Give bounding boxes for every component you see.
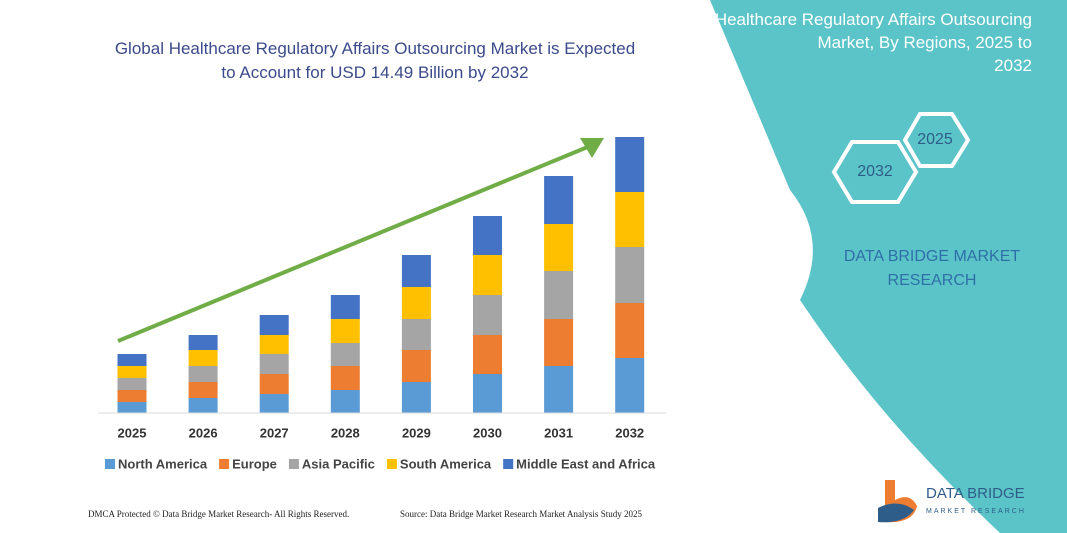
bar-segment	[117, 378, 147, 390]
logo-mark	[878, 503, 914, 523]
hex-label: 2025	[917, 131, 953, 148]
bar-segment	[473, 374, 502, 413]
bar-segment	[401, 350, 431, 382]
legend-label: Asia Pacific	[302, 456, 375, 471]
bar-segment	[615, 247, 645, 303]
hex-label: 2032	[857, 163, 893, 180]
bar-segment	[401, 319, 431, 350]
panel-title: Global Healthcare Regulatory Affairs Out…	[661, 10, 1032, 75]
legend-swatch	[219, 459, 230, 469]
brand-line: DATA BRIDGE MARKET	[844, 248, 1021, 265]
bar-segment	[401, 382, 431, 413]
x-tick-label: 2025	[118, 425, 147, 440]
bar-segment	[117, 366, 147, 378]
bar-segment	[544, 366, 574, 413]
bar-segment	[401, 255, 431, 287]
x-tick-label: 2026	[189, 425, 218, 440]
title-line: Global Healthcare Regulatory Affairs Out…	[115, 39, 635, 58]
bar-segment	[473, 295, 502, 335]
legend-swatch	[288, 459, 299, 469]
bar-segment	[615, 303, 645, 358]
x-tick-label: 2028	[331, 425, 360, 440]
trend-arrow-head	[580, 138, 604, 158]
hexagon	[902, 112, 971, 168]
bar-segment	[117, 402, 147, 413]
x-tick-label: 2027	[260, 425, 289, 440]
bar-segment	[259, 374, 289, 394]
bar-segment	[188, 335, 218, 350]
bar-segment	[544, 271, 574, 319]
bar-segment	[188, 350, 218, 366]
x-tick-label: 2032	[615, 425, 644, 440]
bar-segment	[188, 382, 218, 398]
x-tick-label: 2030	[473, 425, 502, 440]
legend-label: South America	[400, 456, 492, 471]
legend-label: North America	[118, 456, 208, 471]
bar-segment	[473, 255, 502, 295]
bar-segment	[330, 366, 360, 390]
bar-segment	[330, 343, 360, 366]
bar-segment	[117, 354, 147, 366]
x-tick-label: 2031	[544, 425, 573, 440]
bar-segment	[188, 398, 218, 413]
bar-segment	[330, 319, 360, 343]
x-tick-label: 2029	[402, 425, 431, 440]
bar-segment	[544, 224, 574, 271]
bar-segment	[544, 319, 574, 366]
bar-segment	[259, 335, 289, 354]
panel-title-line: Global Healthcare Regulatory Affairs Out…	[661, 10, 1032, 29]
brand-text: DATA BRIDGE MARKET RESEARCH	[844, 248, 1021, 289]
bar-segment	[259, 354, 289, 374]
bar-segment	[615, 137, 645, 192]
bar-segment	[615, 192, 645, 247]
chart-title: Global Healthcare Regulatory Affairs Out…	[115, 39, 635, 82]
bar-segment	[188, 366, 218, 382]
bar-segment	[117, 390, 147, 402]
logo-tagline: MARKET RESEARCH	[926, 508, 1026, 515]
side-panel	[710, 0, 1067, 533]
bar-segment	[401, 287, 431, 319]
bar-segment	[544, 176, 574, 224]
hexagon	[831, 140, 919, 204]
legend-swatch	[105, 459, 115, 469]
bar-segment	[330, 390, 360, 413]
plot: 2025 2026 2027 2028 2029 2030 2031 2032 North Am…	[98, 137, 666, 471]
bar-segment	[473, 216, 502, 255]
panel-title-line: 2032	[994, 56, 1032, 75]
legend-label: Middle East and Africa	[516, 456, 656, 471]
brand-line: RESEARCH	[888, 272, 977, 289]
title-line: to Account for USD 14.49 Billion by 2032	[221, 63, 528, 82]
legend-swatch	[503, 459, 514, 469]
trend-arrow	[117, 144, 591, 343]
logo-name: DATA BRIDGE	[926, 485, 1025, 502]
legend-label: Europe	[232, 456, 277, 471]
bar-segment	[259, 315, 289, 335]
footer-right: Source: Data Bridge Market Research Mark…	[400, 509, 642, 519]
bar-segment	[473, 335, 502, 374]
legend-swatch	[386, 459, 397, 469]
bar-segment	[330, 295, 360, 319]
bar-segment	[615, 358, 645, 413]
footer-left: DMCA Protected © Data Bridge Market Rese…	[88, 509, 349, 519]
bar-segment	[259, 394, 289, 413]
panel-title-line: Market, By Regions, 2025 to	[817, 33, 1032, 52]
